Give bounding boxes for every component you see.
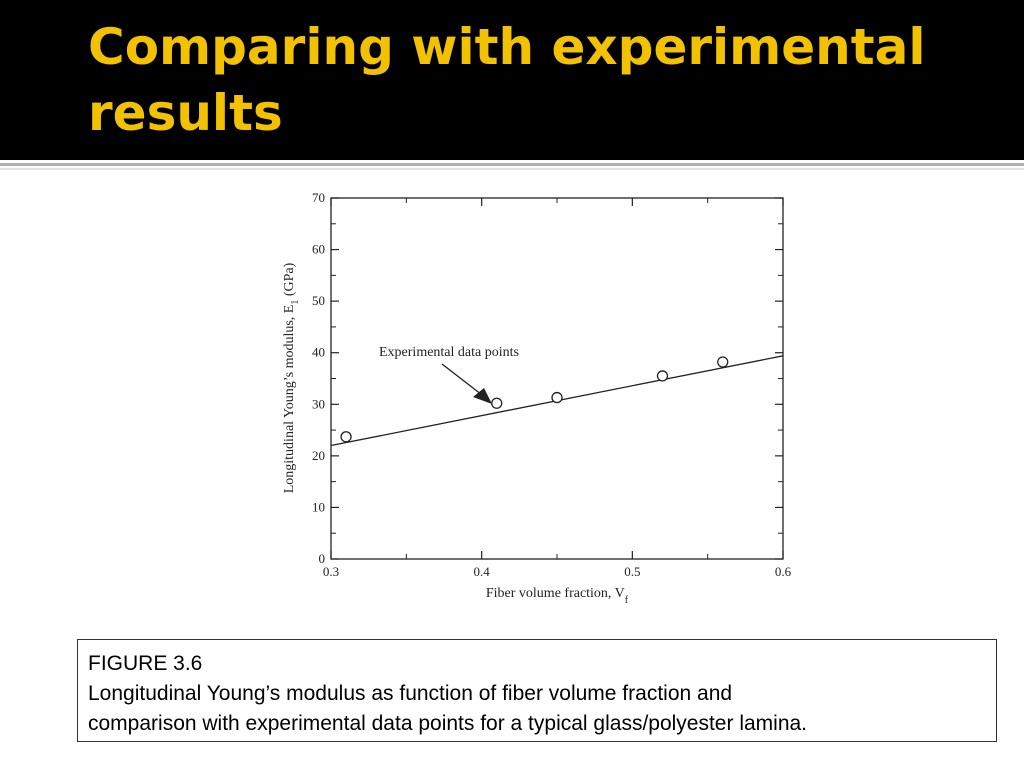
x-axis-title: Fiber volume fraction, Vf bbox=[486, 586, 629, 606]
x-tick-label: 0.6 bbox=[775, 564, 792, 579]
data-points bbox=[340, 356, 729, 443]
title-divider bbox=[0, 163, 1024, 166]
x-tick-label: 0.3 bbox=[323, 564, 339, 579]
annotation-arrow bbox=[441, 363, 487, 399]
slide-title: Comparing with experimental results bbox=[88, 18, 926, 142]
title-divider-secondary bbox=[0, 168, 1024, 170]
axis-ticks bbox=[330, 197, 784, 560]
data-point bbox=[491, 397, 503, 409]
data-point bbox=[717, 356, 729, 368]
y-tick-label: 50 bbox=[312, 293, 325, 308]
plot-frame bbox=[330, 197, 784, 560]
title-bar bbox=[0, 0, 1024, 160]
figure-caption: FIGURE 3.6 Longitudinal Young’s modulus … bbox=[77, 639, 997, 742]
data-point bbox=[340, 431, 352, 443]
y-tick-label: 0 bbox=[319, 551, 326, 566]
y-axis-title-main: Longitudinal Young’s modulus, E bbox=[282, 305, 297, 494]
y-tick-label: 20 bbox=[312, 448, 325, 463]
y-axis-title-subscript: 1 bbox=[290, 300, 301, 305]
annotation-arrowhead bbox=[473, 388, 492, 404]
caption-line-1: Longitudinal Young’s modulus as function… bbox=[88, 682, 733, 705]
caption-line-2: comparison with experimental data points… bbox=[88, 712, 808, 735]
axis-tick-labels: 0.3 0.4 0.5 0.6 0 10 20 30 40 50 60 70 bbox=[312, 190, 792, 579]
y-tick-label: 10 bbox=[312, 499, 325, 514]
x-axis-title-main: Fiber volume fraction, V bbox=[486, 586, 625, 601]
y-axis-title: Longitudinal Young’s modulus, E1 (GPa) bbox=[282, 262, 301, 493]
figure-number: FIGURE 3.6 bbox=[88, 652, 203, 675]
y-tick-label: 30 bbox=[312, 396, 325, 411]
y-tick-label: 70 bbox=[312, 190, 325, 205]
annotation-label: Experimental data points bbox=[379, 345, 519, 360]
x-tick-label: 0.4 bbox=[474, 564, 491, 579]
data-point bbox=[656, 370, 669, 382]
data-point bbox=[551, 391, 563, 404]
x-tick-label: 0.5 bbox=[624, 564, 640, 579]
y-tick-label: 40 bbox=[312, 345, 325, 360]
y-tick-label: 60 bbox=[312, 242, 325, 257]
y-axis-title-unit: (GPa) bbox=[282, 262, 297, 299]
x-axis-title-subscript: f bbox=[625, 595, 629, 606]
chart: 0.3 0.4 0.5 0.6 0 10 20 30 40 50 60 70 Experimental… bbox=[282, 190, 792, 606]
